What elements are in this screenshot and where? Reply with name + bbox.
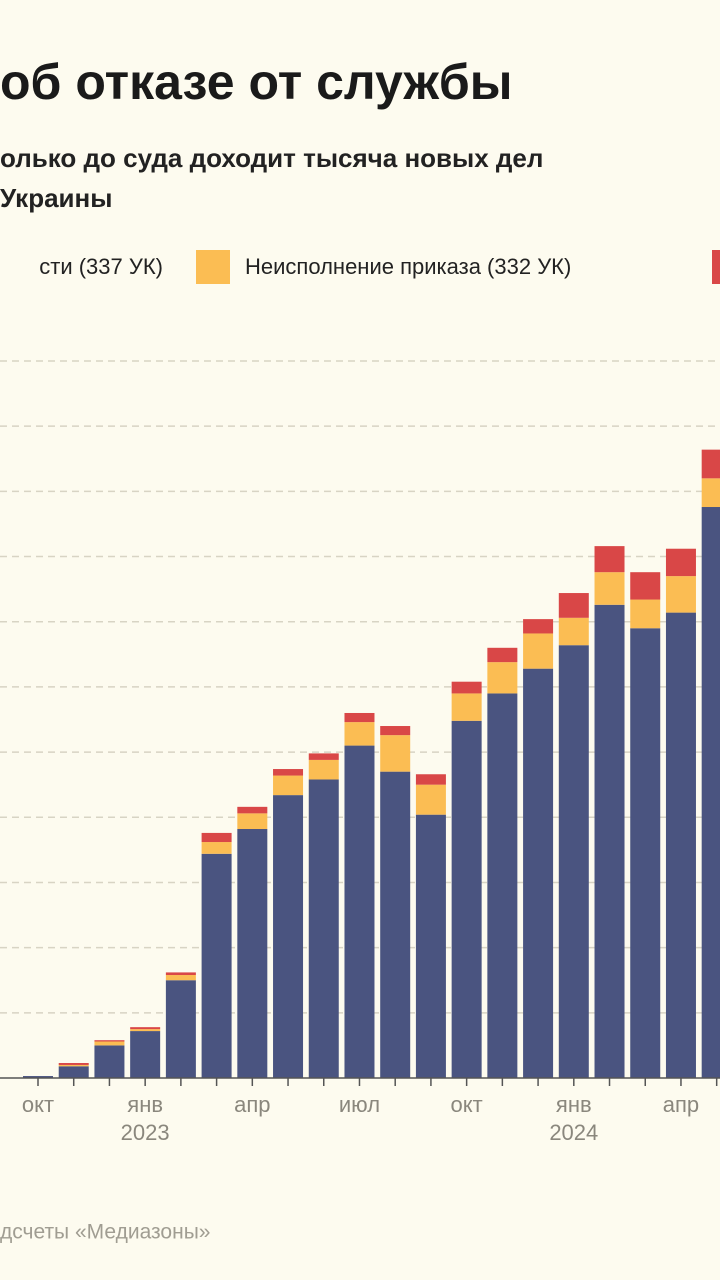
bar-segment <box>665 612 696 1078</box>
bar-segment <box>415 774 446 785</box>
bar-segment <box>165 972 196 976</box>
bar-segment <box>23 1076 53 1078</box>
bar-segment <box>558 617 589 646</box>
bar-segment <box>58 1063 89 1065</box>
bar-segment <box>273 795 304 1078</box>
legend-swatch <box>196 250 230 284</box>
plot: окт янв 2023 апр июл окт янв 2024 апр <box>0 360 720 1145</box>
bar-segment <box>701 507 720 1078</box>
x-year-label: 2023 <box>121 1120 170 1145</box>
bar-segment <box>130 1029 161 1032</box>
bar-segment <box>237 813 268 830</box>
bar-segment <box>273 775 304 796</box>
bar-segment <box>594 604 625 1078</box>
bar-segment <box>451 720 482 1078</box>
bar-segment <box>415 814 446 1078</box>
bar-segment <box>94 1040 125 1042</box>
bar-segment <box>630 599 661 629</box>
bar-segment <box>344 722 375 746</box>
bar-segment <box>594 546 625 573</box>
bar-segment <box>201 853 232 1078</box>
bar-segment <box>451 681 482 694</box>
bar-segment <box>665 576 696 613</box>
bar-segment <box>201 842 232 854</box>
bar-segment <box>558 645 589 1078</box>
bar-segment <box>558 593 589 618</box>
bar-segment <box>94 1045 125 1078</box>
bar-segment <box>487 647 518 663</box>
x-tick-label: апр <box>234 1092 270 1117</box>
bar-segment <box>308 753 339 760</box>
bar-segment <box>594 572 625 605</box>
bar-segment <box>130 1031 161 1078</box>
bar-segment <box>380 771 411 1078</box>
x-tick-label: окт <box>451 1092 483 1117</box>
bar-segment <box>308 779 339 1078</box>
bar-segment <box>237 806 268 814</box>
bar-segment <box>380 726 411 736</box>
chart-title: об отказе от службы <box>0 54 512 110</box>
legend-label: сти (337 УК) <box>39 254 163 279</box>
legend: сти (337 УК) Неисполнение приказа (332 УК… <box>39 250 720 284</box>
x-tick-label: окт <box>22 1092 54 1117</box>
bar-segment <box>665 548 696 577</box>
x-tick-label: апр <box>663 1092 699 1117</box>
bar-segment <box>58 1066 89 1078</box>
bar-segment <box>344 712 375 723</box>
legend-label: Неисполнение приказа (332 УК) <box>245 254 571 279</box>
legend-swatch <box>712 250 720 284</box>
bar-segment <box>344 745 375 1078</box>
bar-segment <box>523 619 554 634</box>
x-tick-label: июл <box>339 1092 380 1117</box>
bar-segment <box>308 759 339 780</box>
x-tick-label: янв <box>556 1092 592 1117</box>
bar-segment <box>523 633 554 669</box>
bar-segment <box>130 1027 161 1030</box>
bar-segment <box>94 1041 125 1046</box>
bar-segment <box>415 784 446 815</box>
bar-segment <box>451 693 482 721</box>
subtitle: олько до суда доходит тысяча новых дел <box>0 143 543 173</box>
bar-segment <box>701 449 720 479</box>
x-tick-label: янв <box>127 1092 163 1117</box>
x-year-label: 2024 <box>549 1120 598 1145</box>
bar-segment <box>701 478 720 508</box>
source: дсчеты «Медиазоны» <box>0 1221 210 1244</box>
subtitle: Украины <box>0 183 112 213</box>
bar-segment <box>237 829 268 1078</box>
bar-segment <box>201 832 232 843</box>
bar-segment <box>273 769 304 776</box>
bar-segment <box>523 668 554 1078</box>
bar-segment <box>487 662 518 694</box>
bar-segment <box>165 975 196 981</box>
bar-segment <box>630 572 661 600</box>
bar-segment <box>487 693 518 1078</box>
bar-segment <box>165 980 196 1078</box>
bar-segment <box>630 628 661 1078</box>
bar-segment <box>58 1064 89 1067</box>
bar-segment <box>380 735 411 772</box>
